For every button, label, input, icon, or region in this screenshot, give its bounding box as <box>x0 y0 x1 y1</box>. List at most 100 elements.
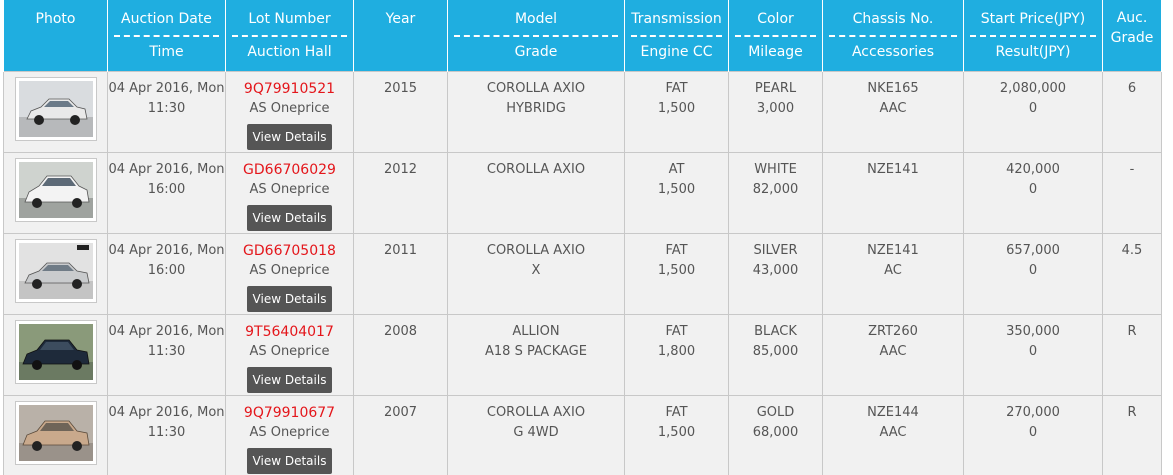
auction-grade: R <box>1127 405 1137 420</box>
auction-grade: R <box>1127 324 1137 339</box>
chassis-number: NKE165 <box>867 81 919 96</box>
car-photo-image <box>18 81 93 137</box>
lot-number: 9Q79910521 <box>243 81 336 97</box>
header-color[interactable]: Color Mileage <box>728 0 823 72</box>
model: COROLLA AXIO <box>486 405 586 420</box>
auction-grade: 6 <box>1127 81 1137 96</box>
header-auc-grade[interactable]: Auc. Grade <box>1102 0 1162 72</box>
view-details-button[interactable]: View Details <box>246 286 333 312</box>
car-photo-image <box>18 243 93 299</box>
mileage: 68,000 <box>752 425 799 440</box>
table-row: 04 Apr 2016, Mon 16:00 GD66705018 AS One… <box>3 233 1162 315</box>
header-model[interactable]: Model Grade <box>447 0 625 72</box>
price-cell: 270,000 0 <box>963 395 1103 475</box>
color: GOLD <box>756 405 795 420</box>
car-thumbnail[interactable] <box>14 77 97 141</box>
chassis-cell: ZRT260 AAC <box>822 314 964 396</box>
color-cell: BLACK 85,000 <box>728 314 823 396</box>
table-body: 04 Apr 2016, Mon 11:30 9Q79910521 AS One… <box>3 71 1162 475</box>
color-cell: GOLD 68,000 <box>728 395 823 475</box>
car-thumbnail[interactable] <box>14 401 97 465</box>
auction-date-cell: 04 Apr 2016, Mon 16:00 <box>107 152 226 234</box>
auction-time: 11:30 <box>147 101 186 116</box>
price-cell: 420,000 0 <box>963 152 1103 234</box>
lot-cell: GD66705018 AS Oneprice View Details <box>225 233 354 315</box>
year: 2008 <box>383 324 418 339</box>
engine-cc: 1,500 <box>657 101 696 116</box>
table-row: 04 Apr 2016, Mon 16:00 GD66706029 AS One… <box>3 152 1162 234</box>
transmission: FAT <box>665 405 688 420</box>
header-lot-number[interactable]: Lot Number Auction Hall <box>225 0 354 72</box>
header-start-price[interactable]: Start Price(JPY) Result(JPY) <box>963 0 1103 72</box>
start-price: 350,000 <box>1006 324 1060 339</box>
lot-cell: 9Q79910521 AS Oneprice View Details <box>225 71 354 153</box>
year-cell: 2011 <box>353 233 448 315</box>
accessories: AC <box>884 263 902 278</box>
header-year[interactable]: Year <box>353 0 448 72</box>
photo-cell <box>3 71 108 153</box>
start-price: 420,000 <box>1006 162 1060 177</box>
start-price: 657,000 <box>1006 243 1060 258</box>
color: PEARL <box>754 81 797 96</box>
model: ALLION <box>512 324 560 339</box>
car-thumbnail[interactable] <box>14 158 97 222</box>
view-details-button[interactable]: View Details <box>246 205 333 231</box>
result-price: 0 <box>1028 425 1038 440</box>
year-cell: 2015 <box>353 71 448 153</box>
model: COROLLA AXIO <box>486 81 586 96</box>
model-cell: COROLLA AXIO HYBRIDG <box>447 71 625 153</box>
photo-cell <box>3 152 108 234</box>
car-thumbnail[interactable] <box>14 320 97 384</box>
transmission-cell: AT 1,500 <box>624 152 729 234</box>
auction-date-cell: 04 Apr 2016, Mon 11:30 <box>107 314 226 396</box>
auc-grade-cell: 6 <box>1102 71 1162 153</box>
auction-hall: AS Oneprice <box>249 263 330 278</box>
mileage: 3,000 <box>756 101 795 116</box>
accessories: AAC <box>879 101 907 116</box>
auction-grade: - <box>1129 162 1135 177</box>
chassis-number: ZRT260 <box>868 324 918 339</box>
car-thumbnail[interactable] <box>14 239 97 303</box>
lot-number: 9T56404017 <box>245 324 334 340</box>
result-price: 0 <box>1028 101 1038 116</box>
year-cell: 2007 <box>353 395 448 475</box>
result-price: 0 <box>1028 263 1038 278</box>
auction-hall: AS Oneprice <box>249 344 330 359</box>
view-details-button[interactable]: View Details <box>246 367 333 393</box>
auction-time: 11:30 <box>147 425 186 440</box>
header-auction-date[interactable]: Auction Date Time <box>107 0 226 72</box>
auction-date: 04 Apr 2016, Mon <box>108 162 225 177</box>
mileage: 85,000 <box>752 344 799 359</box>
lot-cell: 9T56404017 AS Oneprice View Details <box>225 314 354 396</box>
accessories: AAC <box>879 425 907 440</box>
model-cell: ALLION A18 S PACKAGE <box>447 314 625 396</box>
auction-date-cell: 04 Apr 2016, Mon 11:30 <box>107 395 226 475</box>
engine-cc: 1,500 <box>657 182 696 197</box>
start-price: 270,000 <box>1006 405 1060 420</box>
auction-date: 04 Apr 2016, Mon <box>108 243 225 258</box>
model: COROLLA AXIO <box>486 243 586 258</box>
header-photo[interactable]: Photo <box>3 0 108 72</box>
view-details-button[interactable]: View Details <box>246 124 333 150</box>
photo-cell <box>3 233 108 315</box>
grade: A18 S PACKAGE <box>485 344 587 359</box>
auc-grade-cell: 4.5 <box>1102 233 1162 315</box>
mileage: 43,000 <box>752 263 799 278</box>
lot-number: 9Q79910677 <box>243 405 336 421</box>
transmission-cell: FAT 1,500 <box>624 233 729 315</box>
year-cell: 2012 <box>353 152 448 234</box>
auction-grade: 4.5 <box>1121 243 1143 258</box>
chassis-cell: NZE141 AC <box>822 233 964 315</box>
mileage: 82,000 <box>752 182 799 197</box>
color: SILVER <box>753 243 798 258</box>
price-cell: 350,000 0 <box>963 314 1103 396</box>
table-row: 04 Apr 2016, Mon 11:30 9Q79910677 AS One… <box>3 395 1162 475</box>
color-cell: WHITE 82,000 <box>728 152 823 234</box>
model-cell: COROLLA AXIO X <box>447 233 625 315</box>
header-chassis[interactable]: Chassis No. Accessories <box>822 0 964 72</box>
header-transmission[interactable]: Transmission Engine CC <box>624 0 729 72</box>
car-photo-image <box>18 405 93 461</box>
view-details-button[interactable]: View Details <box>246 448 333 474</box>
year: 2007 <box>383 405 418 420</box>
